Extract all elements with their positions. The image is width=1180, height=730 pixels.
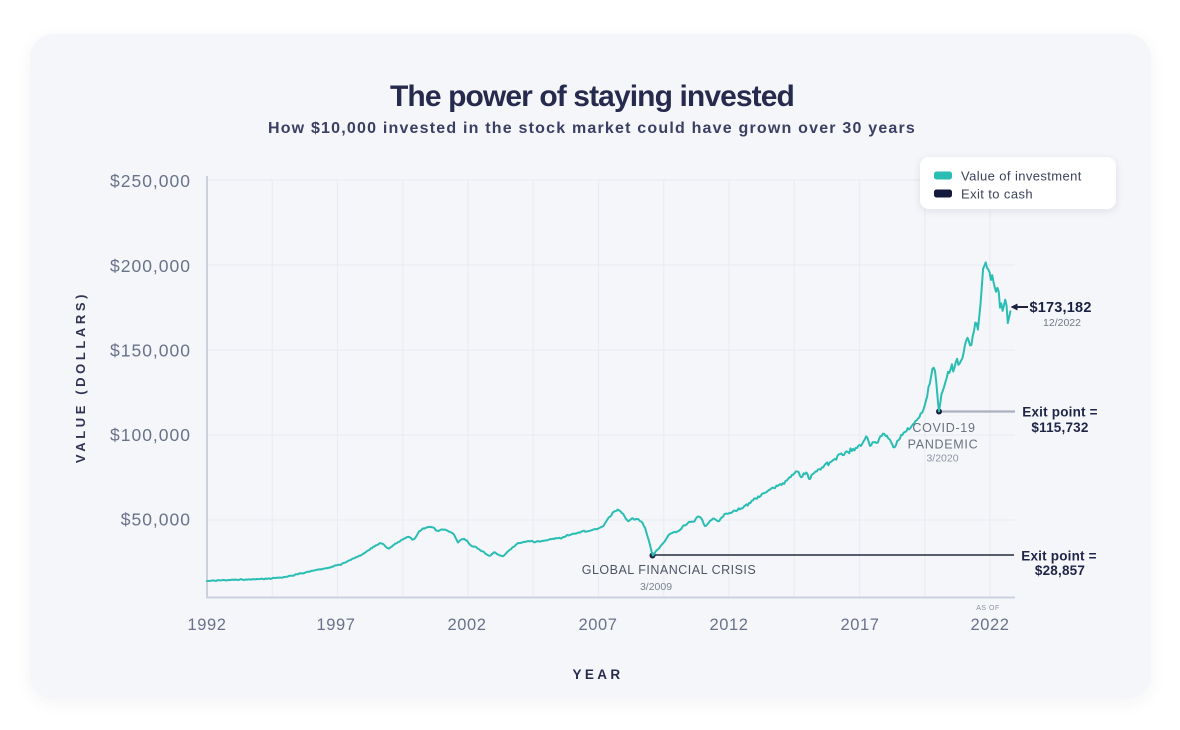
svg-text:$173,182: $173,182 xyxy=(1030,300,1092,316)
svg-text:1992: 1992 xyxy=(187,616,226,634)
svg-text:AS OF: AS OF xyxy=(976,605,1000,612)
svg-text:VALUE (DOLLARS): VALUE (DOLLARS) xyxy=(73,291,88,463)
svg-text:1997: 1997 xyxy=(316,616,355,634)
svg-text:2007: 2007 xyxy=(578,616,617,634)
svg-text:PANDEMIC: PANDEMIC xyxy=(908,438,979,452)
svg-text:3/2009: 3/2009 xyxy=(640,581,672,593)
svg-text:$115,732: $115,732 xyxy=(1031,420,1088,435)
svg-text:$50,000: $50,000 xyxy=(121,510,191,530)
svg-text:2012: 2012 xyxy=(709,616,748,634)
svg-text:COVID-19: COVID-19 xyxy=(912,421,975,435)
svg-text:$150,000: $150,000 xyxy=(110,341,191,361)
svg-text:12/2022: 12/2022 xyxy=(1043,317,1081,329)
svg-text:$200,000: $200,000 xyxy=(110,256,191,276)
svg-text:$28,857: $28,857 xyxy=(1035,563,1085,578)
svg-text:Value of investment: Value of investment xyxy=(961,169,1082,184)
svg-text:2022: 2022 xyxy=(970,616,1009,634)
svg-text:$100,000: $100,000 xyxy=(110,425,191,445)
svg-text:$250,000: $250,000 xyxy=(110,171,191,191)
svg-text:3/2020: 3/2020 xyxy=(926,453,958,465)
svg-text:2002: 2002 xyxy=(447,616,486,634)
svg-text:GLOBAL FINANCIAL CRISIS: GLOBAL FINANCIAL CRISIS xyxy=(582,563,757,577)
svg-text:Exit point =: Exit point = xyxy=(1022,405,1098,420)
svg-text:Exit point =: Exit point = xyxy=(1021,549,1097,564)
svg-text:How $10,000 invested in the st: How $10,000 invested in the stock market… xyxy=(268,120,916,137)
svg-text:2017: 2017 xyxy=(840,616,879,634)
svg-text:Exit to cash: Exit to cash xyxy=(961,187,1033,202)
svg-text:The power of staying invested: The power of staying invested xyxy=(390,80,794,113)
svg-text:YEAR: YEAR xyxy=(572,667,623,682)
